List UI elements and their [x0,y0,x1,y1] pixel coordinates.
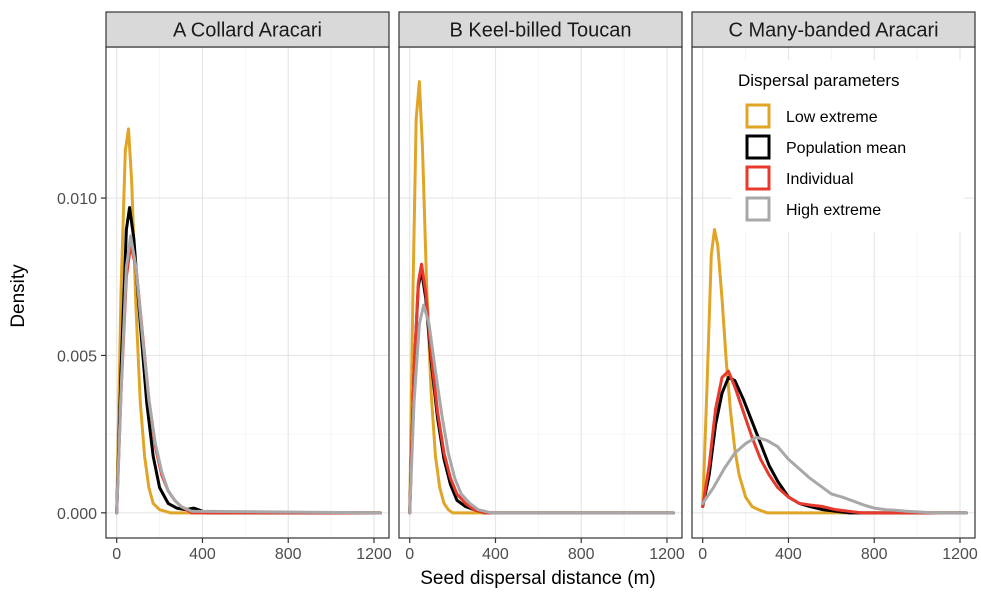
facet-title: A Collard Aracari [173,20,322,42]
panel-background [106,47,389,538]
legend-key [745,196,771,222]
y-axis: 0.000 0.005 0.010 [57,191,106,523]
x-tick-label: 0 [405,546,414,563]
x-tick-label: 1200 [649,546,685,563]
legend-label: High extreme [786,202,881,219]
x-tick-label: 1200 [942,546,978,563]
y-tick-label: 0.010 [57,191,97,208]
series-line-low-extreme [115,127,382,515]
x-tick-label: 0 [112,546,121,563]
legend-title: Dispersal parameters [738,71,900,90]
panel-1: A Collard Aracari 0 400 800 1200 [105,11,392,563]
series-line-population-mean [701,375,968,515]
panel-background [399,47,682,538]
series-line-low-extreme [408,80,675,515]
series-line-individual [408,262,675,515]
series-line-low-extreme [701,228,968,515]
legend-label: Population mean [786,140,906,157]
legend: Dispersal parameters Low extreme Populatio… [732,60,964,232]
facet-strip [398,11,683,48]
facet-title: B Keel-billed Toucan [450,20,632,42]
series-line-high-extreme [408,303,675,515]
x-tick-label: 800 [861,546,888,563]
x-tick-label: 800 [568,546,595,563]
x-tick-label: 1200 [356,546,392,563]
legend-label: Low extreme [786,109,878,126]
facet-title: C Many-banded Aracari [728,20,938,42]
y-tick-label: 0.005 [57,348,97,365]
facet-strip [691,11,976,48]
series-line-population-mean [115,206,382,515]
facet-strip [105,11,390,48]
y-tick-label: 0.000 [57,506,97,523]
legend-key [745,165,771,191]
legend-key [745,103,771,129]
x-tick-label: 400 [775,546,802,563]
x-tick-label: 400 [189,546,216,563]
series-line-individual [701,369,968,515]
panel-2: B Keel-billed Toucan 0 400 800 1200 [398,11,685,563]
y-axis-label: Density [8,264,29,328]
legend-background [732,60,964,232]
legend-label: Individual [786,171,854,188]
x-tick-label: 800 [275,546,302,563]
legend-key [745,134,771,160]
x-tick-label: 0 [698,546,707,563]
x-tick-label: 400 [482,546,509,563]
x-axis-label: Seed dispersal distance (m) [420,568,656,589]
series-line-high-extreme [115,234,382,515]
series-line-high-extreme [701,435,968,515]
